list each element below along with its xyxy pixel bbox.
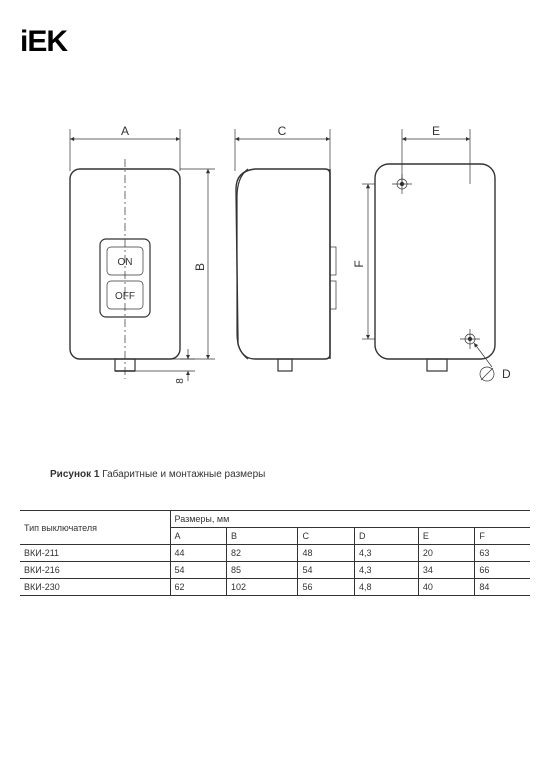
table-row: ВКИ-216 54 85 54 4,3 34 66 [20,562,530,579]
cell: 54 [170,562,227,579]
cell: 48 [298,545,355,562]
cell: 4,3 [354,545,418,562]
col-a: A [170,528,227,545]
dim-label-e: E [432,124,440,138]
table-row: ВКИ-230 62 102 56 4,8 40 84 [20,579,530,596]
header-dimensions: Размеры, мм [170,511,530,528]
cell: 84 [475,579,530,596]
dimensions-table: Тип выключателя Размеры, мм A B C D E F … [20,510,530,596]
col-f: F [475,528,530,545]
cell: 4,3 [354,562,418,579]
cell: 40 [418,579,475,596]
cell: 82 [227,545,298,562]
col-e: E [418,528,475,545]
logo-text: iEK [20,25,67,58]
dim-label-f: F [352,260,366,267]
cell: 34 [418,562,475,579]
row-name: ВКИ-211 [20,545,170,562]
dim-label-8: 8 [175,378,186,384]
table-row: ВКИ-211 44 82 48 4,3 20 63 [20,545,530,562]
cell: 85 [227,562,298,579]
col-b: B [227,528,298,545]
cell: 54 [298,562,355,579]
cell: 44 [170,545,227,562]
col-c: C [298,528,355,545]
dim-label-b: B [193,263,207,271]
logo: iEK [20,25,530,59]
cell: 66 [475,562,530,579]
cell: 102 [227,579,298,596]
diagram-svg: A ON OFF B [30,119,520,419]
dim-label-c: C [278,124,287,138]
table-header-row: Тип выключателя Размеры, мм [20,511,530,528]
cell: 62 [170,579,227,596]
row-name: ВКИ-230 [20,579,170,596]
header-type: Тип выключателя [20,511,170,545]
dim-label-d: D [502,367,511,381]
technical-diagram: A ON OFF B [20,119,530,419]
figure-caption: Рисунок 1 Габаритные и монтажные размеры [50,469,530,480]
page: iEK A [0,0,550,777]
cell: 63 [475,545,530,562]
cell: 56 [298,579,355,596]
caption-text: Габаритные и монтажные размеры [99,469,265,480]
on-label: ON [118,257,133,268]
cell: 20 [418,545,475,562]
off-label: OFF [115,291,135,302]
row-name: ВКИ-216 [20,562,170,579]
dim-label-a: A [121,124,129,138]
cell: 4,8 [354,579,418,596]
caption-prefix: Рисунок 1 [50,469,99,480]
col-d: D [354,528,418,545]
